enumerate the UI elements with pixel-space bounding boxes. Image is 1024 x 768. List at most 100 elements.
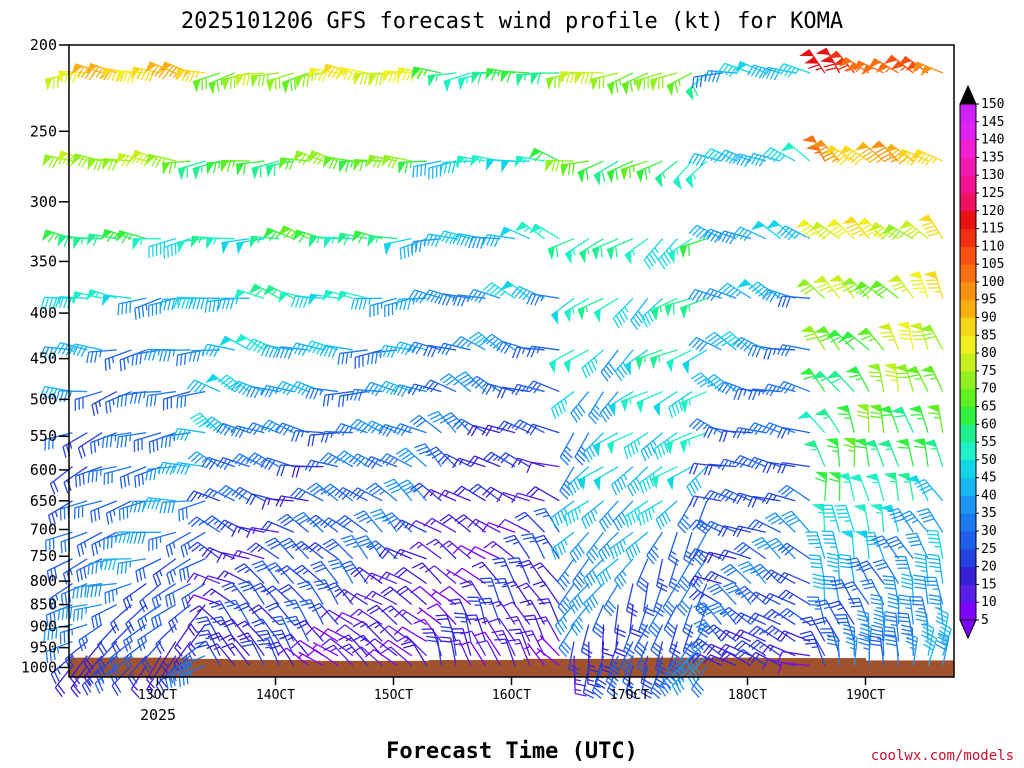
wind-barb [704, 331, 737, 351]
colorbar-segment [960, 459, 976, 479]
wind-barb [467, 596, 487, 625]
wind-barb [547, 238, 575, 261]
wind-barb [666, 349, 693, 373]
wind-barb [748, 639, 781, 657]
wind-barb [496, 518, 531, 533]
y-tick-label: 450 [30, 350, 57, 368]
wind-barb [593, 466, 619, 491]
wind-barb [877, 439, 900, 467]
wind-barb [217, 374, 250, 393]
wind-barb [383, 238, 412, 256]
colorbar-segment [960, 264, 976, 283]
colorbar-label: 100 [981, 275, 1004, 290]
wind-barb [74, 500, 103, 520]
wind-barb [496, 491, 530, 503]
wind-barb [245, 422, 280, 436]
wind-barb [264, 561, 295, 584]
wind-barb [882, 224, 914, 240]
wind-barb [422, 379, 457, 393]
wind-barb [877, 323, 900, 351]
y-tick-label: 200 [30, 36, 57, 54]
wind-barb [636, 641, 649, 675]
wind-barb [585, 531, 605, 564]
wind-barb [762, 569, 796, 585]
wind-barb [625, 531, 649, 561]
wind-barb [137, 624, 162, 652]
wind-barb [926, 529, 944, 559]
wind-barb [365, 638, 398, 657]
wind-barb [220, 160, 250, 173]
wind-barb [653, 391, 678, 417]
ground-segment [428, 660, 524, 677]
colorbar-label: 20 [981, 560, 997, 575]
wind-barb [217, 297, 250, 310]
wind-barb [704, 374, 737, 393]
wind-barb [335, 450, 368, 468]
wind-barb [623, 432, 649, 460]
wind-barb [201, 575, 235, 586]
wind-barb [514, 511, 546, 533]
wind-barb [133, 432, 162, 453]
wind-barb [937, 622, 952, 656]
wind-barb [201, 343, 235, 358]
wind-barb [574, 71, 604, 85]
wind-barb [703, 463, 737, 476]
wind-barb [655, 500, 678, 530]
wind-barb [129, 500, 162, 513]
wind-barb [335, 588, 368, 606]
wind-barb [277, 565, 309, 585]
chart-title: 2025101206 GFS forecast wind profile (kt… [181, 9, 843, 34]
wind-barb [353, 159, 383, 172]
colorbar-segment [960, 513, 976, 532]
wind-barb [732, 226, 767, 242]
wind-barb [426, 603, 457, 625]
wind-barb [216, 551, 250, 563]
wind-barb [533, 507, 560, 533]
wind-barb [640, 432, 663, 462]
wind-barb [427, 72, 457, 88]
wind-barb [600, 349, 619, 382]
colorbar-label: 55 [981, 435, 997, 450]
wind-barb [627, 466, 649, 497]
wind-barb [493, 577, 516, 605]
wind-barb [537, 598, 560, 625]
wind-barb [842, 216, 870, 240]
wind-barb [175, 68, 206, 83]
wind-barb [842, 581, 870, 605]
wind-barb [173, 296, 206, 309]
wind-barb [901, 624, 914, 656]
wind-barb [44, 432, 73, 451]
wind-barb [563, 349, 590, 374]
wind-barb [452, 457, 486, 469]
wind-barb [249, 235, 280, 249]
wind-barb [186, 594, 221, 606]
wind-barb [459, 641, 487, 666]
wind-barb [693, 602, 723, 625]
wind-barb [162, 160, 191, 175]
wind-barb [606, 432, 634, 456]
wind-barb [532, 580, 560, 605]
wind-barb [887, 592, 900, 625]
wind-barb [717, 488, 752, 502]
wind-barb [620, 160, 648, 181]
wind-barb [81, 665, 103, 696]
wind-barb [496, 386, 530, 399]
wind-barb [110, 604, 132, 634]
x-tick-label: 13OCT [138, 688, 177, 703]
y-tick-label: 350 [30, 252, 57, 270]
wind-barb [620, 390, 649, 413]
wind-barb [453, 612, 472, 642]
wind-barb [717, 381, 752, 395]
wind-barb [528, 223, 560, 240]
wind-barb [559, 432, 575, 466]
wind-barb [908, 322, 929, 351]
wind-barb [488, 617, 516, 642]
wind-barb [651, 297, 678, 321]
wind-barb [349, 487, 383, 502]
colorbar-label: 45 [981, 471, 997, 486]
colorbar-segment [960, 424, 976, 443]
wind-barb [633, 624, 649, 658]
wind-barb [207, 632, 236, 657]
ground-segment [228, 660, 312, 677]
wind-barb [164, 582, 191, 608]
